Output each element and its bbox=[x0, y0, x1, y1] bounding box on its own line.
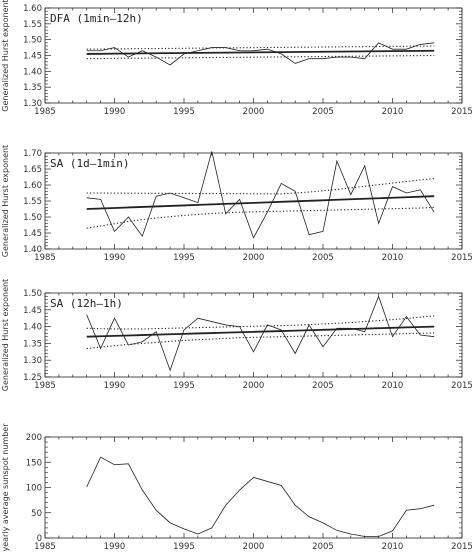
y-tick-label: 150 bbox=[26, 458, 42, 468]
confidence-bound-line bbox=[86, 45, 435, 50]
y-tick-label: 1.45 bbox=[23, 229, 42, 239]
x-tick-label: 2015 bbox=[451, 381, 473, 391]
x-tick-label: 1990 bbox=[104, 253, 126, 263]
y-tick-label: 1.30 bbox=[23, 356, 42, 366]
x-tick-label: 2005 bbox=[312, 542, 334, 552]
x-tick-label: 1990 bbox=[104, 381, 126, 391]
y-tick-label: 1.50 bbox=[23, 213, 42, 223]
y-tick-label: 1.40 bbox=[23, 323, 42, 333]
y-axis-title: Generalized Hurst exponent bbox=[1, 145, 10, 257]
x-tick-label: 2010 bbox=[382, 253, 404, 263]
x-tick-label: 1995 bbox=[173, 381, 195, 391]
panel-sunspot: 1985 1990 1995 2000 2005 2010 2015 0 50 100 150 200… bbox=[1, 423, 473, 552]
x-tick-label: 2000 bbox=[243, 253, 265, 263]
y-tick-label: 1.45 bbox=[23, 52, 42, 62]
panel-annotation: DFA (1min–12h) bbox=[50, 12, 143, 25]
y-tick-label: 1.40 bbox=[23, 67, 42, 77]
y-axis-title: Generalized Hurst exponent bbox=[1, 0, 10, 112]
fit-line bbox=[86, 195, 435, 210]
y-tick-label: 1.60 bbox=[23, 4, 42, 14]
data-series-line bbox=[86, 295, 435, 372]
data-series-line bbox=[86, 151, 435, 239]
x-tick-label: 2000 bbox=[243, 381, 265, 391]
y-tick-label: 50 bbox=[31, 509, 42, 519]
x-tick-label: 1995 bbox=[173, 542, 195, 552]
y-tick-label: 1.45 bbox=[23, 306, 42, 316]
panel-dfa: 1985 1990 1995 2000 2005 2010 2015 1.30 1.35 1.40… bbox=[1, 0, 473, 117]
y-tick-label: 1.40 bbox=[23, 245, 42, 255]
x-tick-label: 1985 bbox=[34, 253, 56, 263]
x-tick-label: 2010 bbox=[382, 542, 404, 552]
x-tick-label: 2015 bbox=[451, 253, 473, 263]
x-tick-label: 1985 bbox=[34, 107, 56, 117]
y-tick-label: 1.30 bbox=[23, 99, 42, 109]
y-tick-label: 100 bbox=[26, 484, 42, 494]
x-tick-label: 2015 bbox=[451, 107, 473, 117]
x-tick-label: 1985 bbox=[34, 542, 56, 552]
y-tick-label: 1.55 bbox=[23, 197, 42, 207]
x-tick-label: 2005 bbox=[312, 107, 334, 117]
panel-sa-1d-1min: 1985 1990 1995 2000 2005 2010 2015 1.40 1.45 1.50… bbox=[1, 145, 473, 263]
y-tick-label: 1.60 bbox=[23, 181, 42, 191]
data-series-line bbox=[86, 456, 435, 537]
confidence-bound-line bbox=[86, 315, 435, 330]
y-tick-label: 1.35 bbox=[23, 339, 42, 349]
x-tick-label: 1995 bbox=[173, 253, 195, 263]
panel-annotation: SA (12h–1h) bbox=[50, 297, 123, 310]
confidence-bound-line bbox=[86, 178, 435, 195]
x-tick-label: 2010 bbox=[382, 107, 404, 117]
y-tick-label: 1.55 bbox=[23, 20, 42, 30]
x-tick-label: 2005 bbox=[312, 253, 334, 263]
y-tick-label: 1.70 bbox=[23, 149, 42, 159]
confidence-bound-line bbox=[86, 54, 435, 60]
x-tick-label: 1990 bbox=[104, 542, 126, 552]
panel-annotation: SA (1d–1min) bbox=[50, 157, 129, 170]
y-tick-label: 1.65 bbox=[23, 165, 42, 175]
y-axis-title: Generalized Hurst exponent bbox=[1, 279, 10, 391]
y-tick-label: 1.50 bbox=[23, 289, 42, 299]
y-tick-label: 1.35 bbox=[23, 83, 42, 93]
confidence-bound-line bbox=[86, 332, 435, 349]
fit-line bbox=[86, 49, 435, 55]
panel-sa-12h-1h: 1985 1990 1995 2000 2005 2010 2015 1.25 1.30 1.35… bbox=[1, 279, 473, 391]
y-axis-title: yearly average sunspot number bbox=[1, 423, 10, 552]
x-tick-label: 2015 bbox=[451, 542, 473, 552]
x-tick-label: 2000 bbox=[243, 542, 265, 552]
x-tick-label: 2010 bbox=[382, 381, 404, 391]
x-tick-label: 2000 bbox=[243, 107, 265, 117]
x-tick-label: 1990 bbox=[104, 107, 126, 117]
x-tick-label: 2005 bbox=[312, 381, 334, 391]
y-tick-label: 200 bbox=[26, 433, 42, 443]
fit-line bbox=[86, 325, 435, 338]
y-tick-label: 1.25 bbox=[23, 373, 42, 383]
confidence-bound-line bbox=[86, 206, 435, 229]
data-series-line bbox=[86, 42, 435, 66]
plot-frame bbox=[44, 436, 463, 539]
y-tick-label: 1.50 bbox=[23, 36, 42, 46]
x-tick-label: 1995 bbox=[173, 107, 195, 117]
y-tick-label: 0 bbox=[37, 534, 42, 544]
x-tick-label: 1985 bbox=[34, 381, 56, 391]
